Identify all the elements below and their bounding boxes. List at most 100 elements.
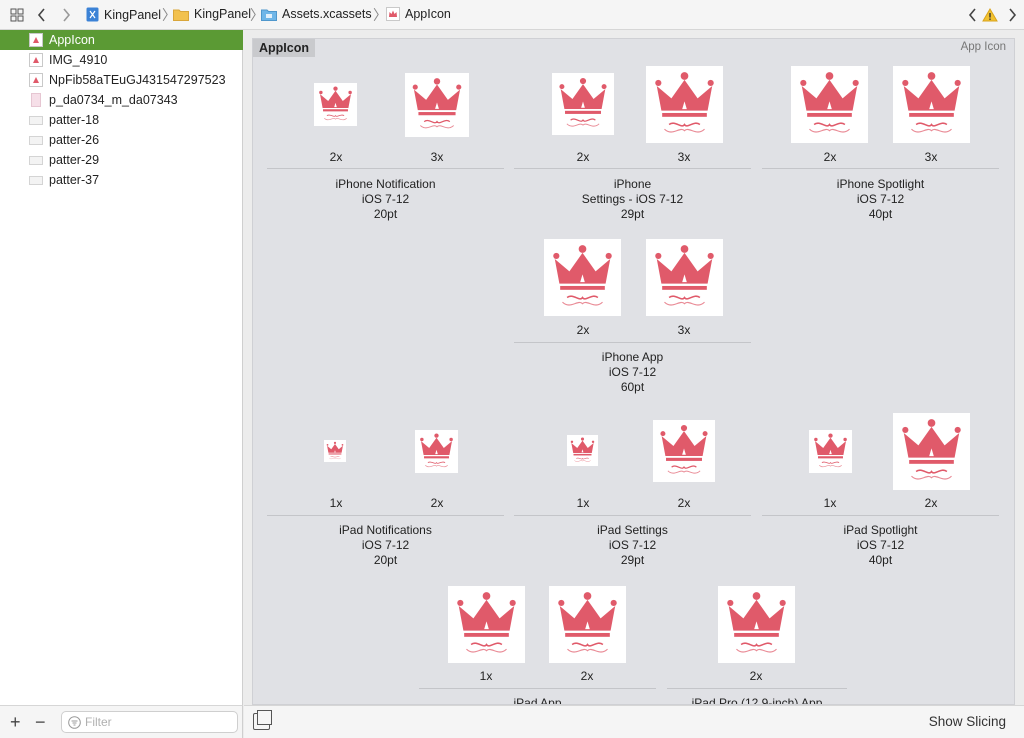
breadcrumb-separator-icon: 〉 xyxy=(373,7,387,23)
slicing-toggle-icon[interactable] xyxy=(253,710,272,730)
group-os: iOS 7-12 xyxy=(361,192,410,206)
breadcrumb-label: KingPanel xyxy=(104,7,161,22)
scale-label: 3x xyxy=(677,323,691,337)
asset-item-appicon[interactable]: AppIcon xyxy=(0,30,243,50)
icon-slot-ipad-app-1x[interactable] xyxy=(448,586,525,663)
breadcrumb-appicon[interactable]: AppIcon xyxy=(386,7,451,21)
crown-artwork-icon xyxy=(420,433,453,468)
crown-image-icon xyxy=(29,53,43,67)
icon-slot-iphone-spotlight-2x[interactable] xyxy=(791,66,868,143)
filter-field[interactable] xyxy=(61,711,238,733)
crown-artwork-icon xyxy=(727,592,786,653)
group-os: iOS 7-12 xyxy=(608,538,657,552)
show-slicing-button[interactable]: Show Slicing xyxy=(928,714,1006,729)
group-divider xyxy=(267,515,504,516)
group-name: iPhone Notification xyxy=(335,177,436,191)
group-divider xyxy=(667,688,847,689)
asset-item-label: patter-37 xyxy=(49,173,100,187)
icon-slot-ipad-pro-app-2x[interactable] xyxy=(718,586,795,663)
group-divider xyxy=(419,688,656,689)
asset-item-patter-18[interactable]: patter-18 xyxy=(0,110,243,130)
pattern-image-icon xyxy=(29,175,43,185)
asset-item-label: AppIcon xyxy=(49,33,95,47)
asset-item-label: patter-29 xyxy=(49,153,100,167)
crown-artwork-icon xyxy=(326,441,344,460)
group-label-ipad-pro-app: iPad Pro (12.9-inch) App xyxy=(667,696,847,705)
asset-item-patter-26[interactable]: patter-26 xyxy=(0,130,243,150)
pattern-image-icon xyxy=(29,115,43,125)
asset-item-p-da0734[interactable]: p_da0734_m_da07343 xyxy=(0,90,243,110)
group-os: iOS 7-12 xyxy=(361,538,410,552)
group-os: Settings - iOS 7-12 xyxy=(581,192,684,206)
filter-icon xyxy=(68,715,81,729)
scale-label: 1x xyxy=(479,669,493,683)
group-name: iPhone Spotlight xyxy=(836,177,925,191)
group-divider xyxy=(514,168,751,169)
crown-artwork-icon xyxy=(655,72,714,133)
forward-chevron-icon[interactable] xyxy=(57,6,75,24)
group-name: iPad Pro (12.9-inch) App xyxy=(691,696,823,705)
scale-label: 3x xyxy=(430,150,444,164)
icon-slot-iphone-spotlight-3x[interactable] xyxy=(893,66,970,143)
group-size: 29pt xyxy=(620,553,645,567)
crown-artwork-icon xyxy=(558,592,617,653)
group-label-iphone-spotlight: iPhone Spotlight iOS 7-12 40pt xyxy=(762,177,999,222)
icon-slot-iphone-app-3x[interactable] xyxy=(646,239,723,316)
scale-label: 2x xyxy=(677,496,691,510)
icon-slot-ipad-spotlight-2x[interactable] xyxy=(893,413,970,490)
warning-icon[interactable] xyxy=(981,6,999,24)
asset-item-img-4910[interactable]: IMG_4910 xyxy=(0,50,243,70)
scale-label: 2x xyxy=(580,669,594,683)
icon-slot-iphone-app-2x[interactable] xyxy=(544,239,621,316)
icon-slot-ipad-app-2x[interactable] xyxy=(549,586,626,663)
previous-issue-chevron-icon[interactable] xyxy=(964,6,982,24)
group-name: iPad App xyxy=(513,696,562,705)
related-items-grid-icon[interactable] xyxy=(8,6,26,24)
jump-bar: KingPanel 〉 KingPanel 〉 Assets.xcassets … xyxy=(0,0,1024,30)
icon-slot-ipad-notifications-2x[interactable] xyxy=(415,430,458,473)
breadcrumb-asset-catalog[interactable]: Assets.xcassets xyxy=(261,7,372,21)
breadcrumb-project[interactable]: KingPanel xyxy=(86,7,161,22)
icon-slot-iphone-notification-3x[interactable] xyxy=(405,73,469,137)
icon-slot-ipad-settings-1x[interactable] xyxy=(567,435,598,466)
remove-icon[interactable]: − xyxy=(35,712,46,732)
breadcrumb-group[interactable]: KingPanel xyxy=(173,7,251,21)
group-name: iPhone App xyxy=(601,350,664,364)
icon-slot-iphone-settings-3x[interactable] xyxy=(646,66,723,143)
asset-editor: AppIcon App Icon 2x 3x iPhone Notificati… xyxy=(244,30,1024,705)
group-name: iPad Settings xyxy=(597,523,668,537)
group-size: 40pt xyxy=(868,207,893,221)
icon-slot-ipad-notifications-1x[interactable] xyxy=(324,440,346,462)
asset-item-patter-29[interactable]: patter-29 xyxy=(0,150,243,170)
icon-slot-iphone-settings-2x[interactable] xyxy=(552,73,614,135)
group-label-iphone-app: iPhone App iOS 7-12 60pt xyxy=(514,350,751,395)
next-issue-chevron-icon[interactable] xyxy=(1003,6,1021,24)
crown-artwork-icon xyxy=(570,437,595,462)
filter-input[interactable] xyxy=(85,715,225,729)
asset-catalog-folder-icon xyxy=(261,9,277,21)
group-size: 40pt xyxy=(868,553,893,567)
asset-item-patter-37[interactable]: patter-37 xyxy=(0,170,243,190)
group-label-ipad-spotlight: iPad Spotlight iOS 7-12 40pt xyxy=(762,523,999,568)
pattern-image-icon xyxy=(29,135,43,145)
group-os: iOS 7-12 xyxy=(856,192,905,206)
asset-item-npfib[interactable]: NpFib58aTEuGJ431547297523 xyxy=(0,70,243,90)
project-file-icon xyxy=(86,7,99,22)
group-size: 20pt xyxy=(373,553,398,567)
asset-item-label: patter-26 xyxy=(49,133,100,147)
group-name: iPad Spotlight xyxy=(843,523,918,537)
back-chevron-icon[interactable] xyxy=(33,6,51,24)
group-name: iPhone xyxy=(613,177,652,191)
editor-bottom-bar: Show Slicing xyxy=(244,705,1024,738)
icon-slot-iphone-notification-2x[interactable] xyxy=(314,83,357,126)
icon-slot-ipad-spotlight-1x[interactable] xyxy=(809,430,852,473)
add-icon[interactable]: + xyxy=(10,712,21,732)
group-divider xyxy=(762,168,999,169)
scale-label: 1x xyxy=(329,496,343,510)
pink-image-icon xyxy=(31,93,41,107)
icon-slot-ipad-settings-2x[interactable] xyxy=(653,420,715,482)
scale-label: 2x xyxy=(749,669,763,683)
group-label-ipad-settings: iPad Settings iOS 7-12 29pt xyxy=(514,523,751,568)
crown-artwork-icon xyxy=(412,78,462,129)
group-os: iOS 7-12 xyxy=(856,538,905,552)
